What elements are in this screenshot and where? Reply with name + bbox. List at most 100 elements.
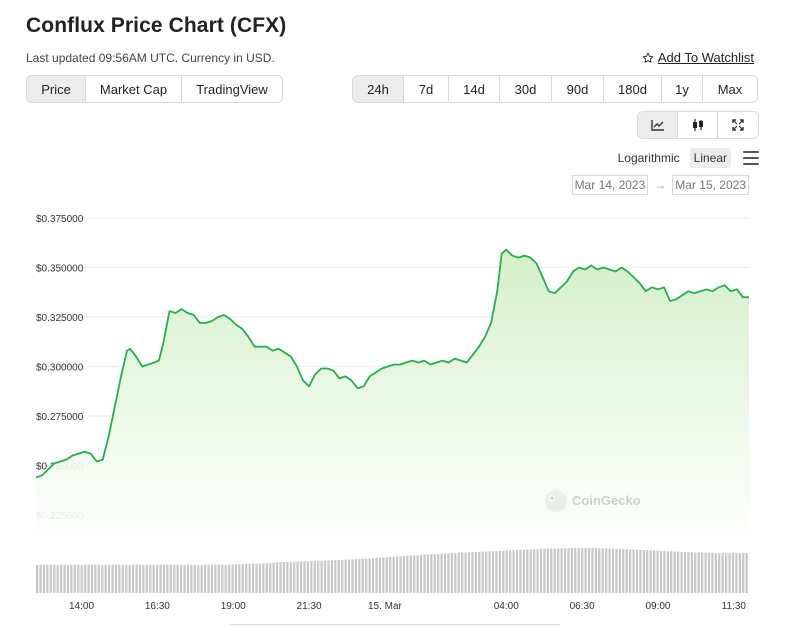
volume-bar — [728, 553, 731, 593]
volume-bar — [718, 553, 721, 593]
line-chart-button[interactable] — [638, 112, 678, 138]
volume-bar — [608, 548, 611, 593]
volume-bar — [430, 554, 433, 593]
volume-bar — [711, 552, 714, 593]
volume-bar — [546, 548, 549, 593]
price-chart[interactable]: $0.375000 $0.350000 $0.325000 $0.300000 $0.2… — [0, 195, 787, 620]
volume-bar — [162, 564, 166, 593]
volume-bar — [738, 553, 741, 593]
volume-bar — [731, 553, 735, 593]
volume-bar — [138, 564, 142, 593]
volume-bar — [522, 549, 525, 593]
y-tick-label: $0.300000 — [36, 363, 84, 374]
volume-bar — [601, 548, 604, 593]
volume-bar — [382, 557, 385, 593]
volume-bar — [563, 548, 567, 593]
volume-bar — [567, 548, 570, 593]
volume-bar — [286, 561, 289, 593]
volume-bar — [190, 564, 193, 593]
volume-bar — [224, 564, 227, 593]
volume-bar — [450, 553, 453, 593]
range-max[interactable]: Max — [703, 76, 757, 102]
volume-bar — [179, 565, 183, 593]
scale-linear[interactable]: Linear — [689, 148, 731, 168]
volume-bar — [670, 551, 673, 593]
volume-bar — [125, 564, 128, 593]
volume-bar — [673, 551, 676, 593]
candlestick-button[interactable] — [678, 112, 718, 138]
fullscreen-icon — [732, 119, 744, 131]
x-tick-label: 15. Mar — [368, 601, 403, 612]
scale-logarithmic[interactable]: Logarithmic — [617, 151, 680, 165]
range-14d[interactable]: 14d — [449, 76, 500, 102]
volume-bar — [505, 550, 508, 593]
volume-bar — [646, 550, 649, 593]
volume-bar — [491, 551, 495, 593]
volume-bar — [258, 563, 262, 593]
volume-bar — [296, 561, 299, 593]
volume-bar — [313, 561, 316, 593]
volume-bar — [83, 564, 87, 593]
volume-bar — [426, 554, 430, 593]
tab-market-cap[interactable]: Market Cap — [86, 76, 182, 102]
volume-bar — [594, 548, 597, 593]
volume-bar — [467, 552, 471, 593]
volume-bar — [656, 550, 659, 593]
volume-bar — [577, 548, 580, 593]
volume-bar — [642, 550, 645, 593]
volume-bar — [526, 549, 529, 593]
range-1y[interactable]: 1y — [662, 76, 703, 102]
volume-bar — [461, 552, 464, 593]
line-chart-icon — [650, 120, 664, 131]
range-24h[interactable]: 24h — [353, 76, 404, 102]
volume-bar — [361, 558, 364, 593]
volume-bar — [519, 549, 522, 593]
volume-bar — [354, 559, 358, 593]
volume-bar — [632, 549, 635, 593]
tab-price[interactable]: Price — [27, 76, 86, 102]
x-axis: 14:00 16:30 19:00 21:30 15. Mar 04:00 06:30 09:… — [69, 601, 746, 612]
tab-tradingview[interactable]: TradingView — [182, 76, 282, 102]
date-to-input[interactable]: Mar 15, 2023 — [672, 175, 749, 195]
date-from-input[interactable]: Mar 14, 2023 — [571, 175, 649, 195]
volume-bar — [347, 559, 351, 593]
volume-bar — [536, 549, 539, 593]
candlestick-icon — [692, 119, 703, 131]
volume-bar — [121, 565, 124, 593]
volume-bar — [488, 551, 491, 593]
volume-bar — [413, 555, 416, 593]
volume-bar — [515, 550, 519, 593]
page-title: Conflux Price Chart (CFX) — [26, 14, 287, 37]
volume-bar — [502, 550, 505, 593]
volume-bar — [131, 564, 135, 593]
volume-bar — [330, 560, 334, 593]
volume-bar — [399, 556, 402, 593]
volume-bar — [323, 560, 327, 593]
volume-bar — [97, 564, 100, 593]
volume-bar — [659, 551, 663, 593]
price-area — [36, 249, 749, 545]
volume-bar — [327, 560, 330, 593]
y-tick-label: $0.325000 — [36, 313, 84, 324]
volume-bar — [49, 564, 52, 593]
volume-bar — [512, 550, 515, 593]
add-to-watchlist-link[interactable]: Add To Watchlist — [642, 50, 754, 65]
range-90d[interactable]: 90d — [552, 76, 604, 102]
volume-bar — [46, 564, 49, 593]
menu-icon[interactable] — [743, 151, 759, 165]
range-7d[interactable]: 7d — [404, 76, 449, 102]
volume-bar — [543, 548, 546, 593]
volume-bar — [368, 558, 371, 593]
x-tick-label: 09:00 — [645, 601, 670, 612]
volume-bar — [87, 564, 90, 593]
range-180d[interactable]: 180d — [604, 76, 662, 102]
volume-bar — [351, 559, 354, 593]
volume-bar — [495, 551, 498, 593]
volume-bar — [423, 554, 426, 593]
volume-bar — [471, 552, 474, 593]
volume-bar — [272, 562, 275, 593]
volume-bar — [337, 560, 340, 593]
volume-bar — [63, 564, 66, 593]
range-30d[interactable]: 30d — [500, 76, 552, 102]
fullscreen-button[interactable] — [718, 112, 758, 138]
